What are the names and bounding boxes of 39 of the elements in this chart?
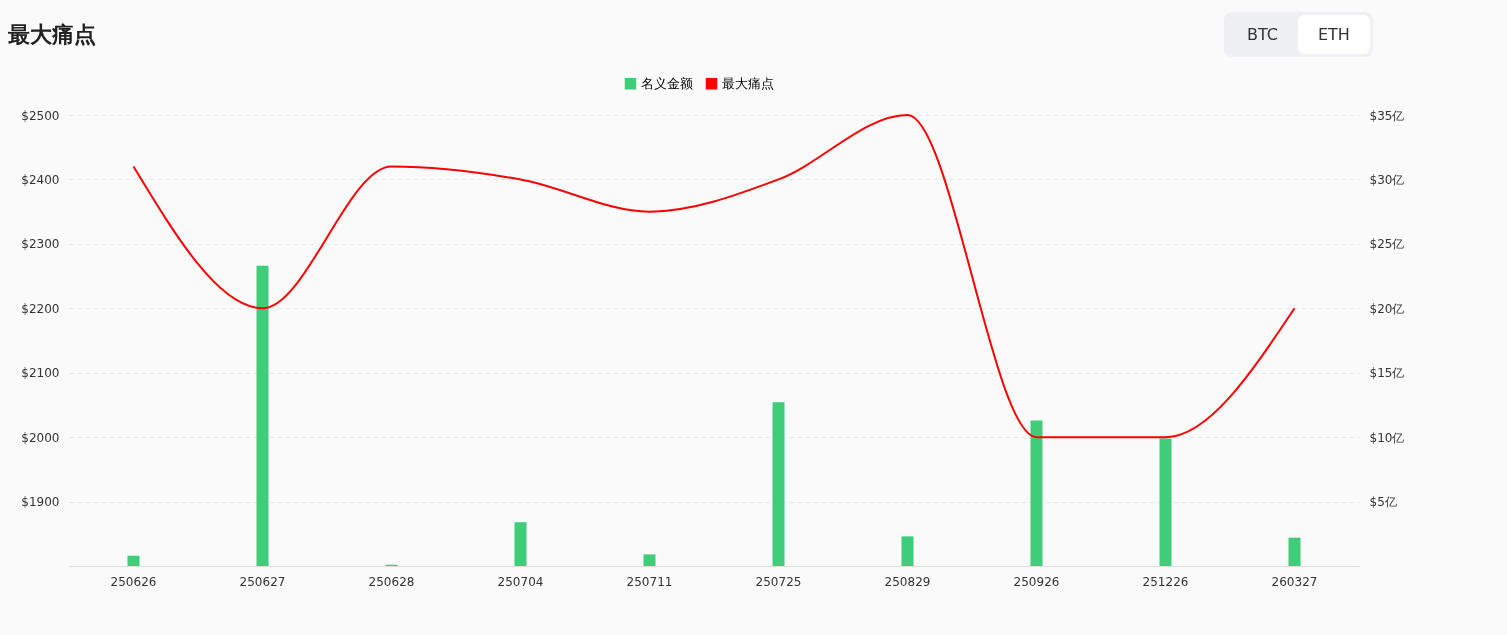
text: ETH xyxy=(1297,15,1370,54)
chart-title: 最大痛点 xyxy=(8,21,96,49)
x-tick-label: 251226 xyxy=(1142,574,1189,589)
bar xyxy=(127,555,140,566)
x-tick-label: 250704 xyxy=(497,574,544,589)
x-tick-label: 250829 xyxy=(884,574,931,589)
x-tick-label: 250628 xyxy=(368,574,415,589)
bar xyxy=(1159,438,1172,566)
x-tick-label: 250725 xyxy=(755,574,802,589)
bar xyxy=(1288,537,1301,566)
y-tick-label: $1900 xyxy=(21,495,60,510)
x-tick-label: 260327 xyxy=(1271,574,1318,589)
bar xyxy=(256,265,269,566)
y2-tick-label: $20亿 xyxy=(1369,301,1405,316)
y-tick-label: $2500 xyxy=(21,108,60,123)
legend-label: 名义金额 xyxy=(641,75,693,91)
y2-tick-label: $5亿 xyxy=(1369,495,1397,510)
bar xyxy=(901,536,914,566)
y-tick-label: $2000 xyxy=(21,430,60,445)
y-tick-label: $2100 xyxy=(21,366,60,381)
y2-tick-label: $30亿 xyxy=(1369,172,1405,187)
bar xyxy=(514,522,527,566)
bar xyxy=(1030,420,1043,566)
y2-tick-label: $15亿 xyxy=(1369,366,1405,381)
x-tick-label: 250626 xyxy=(110,574,157,589)
y-tick-label: $2400 xyxy=(21,172,60,187)
bar xyxy=(772,402,785,566)
y2-tick-label: $35亿 xyxy=(1369,108,1405,123)
bar xyxy=(643,554,656,566)
x-tick-label: 250926 xyxy=(1013,574,1060,589)
y-tick-label: $2300 xyxy=(21,237,60,252)
x-tick-label: 250711 xyxy=(626,574,673,589)
legend-label: 最大痛点 xyxy=(722,75,774,91)
x-tick-label: 250627 xyxy=(239,574,286,589)
text: BTC xyxy=(1246,24,1279,46)
line-series xyxy=(132,114,1296,439)
y2-tick-label: $10亿 xyxy=(1369,430,1405,445)
y2-tick-label: $25亿 xyxy=(1369,237,1405,252)
y-tick-label: $2200 xyxy=(21,301,60,316)
